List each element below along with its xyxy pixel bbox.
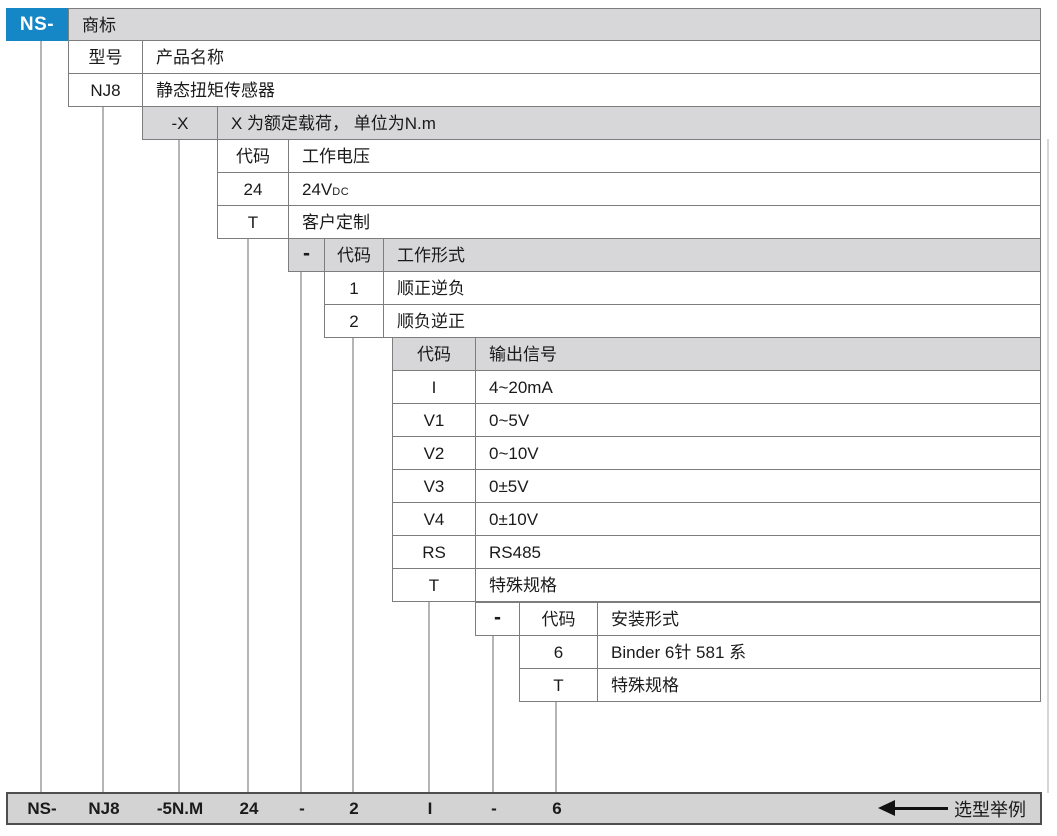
work-mode-dash-cell: - [288, 238, 325, 272]
output-signal-row-1-code: I [392, 370, 476, 404]
supply-voltage-subscript: DC [332, 185, 350, 198]
trademark-row-0-desc: 商标 [68, 8, 1041, 42]
output-signal-row-6-desc: RS485 [475, 535, 1041, 569]
arrow-line [894, 807, 948, 810]
example-code-segment: I [427, 798, 433, 818]
supply-voltage-row-2-desc: 客户定制 [288, 205, 1041, 239]
supply-voltage-row-0-code: 代码 [217, 139, 289, 173]
example-code-segment: - [491, 798, 497, 818]
mounting-row-1-desc: Binder 6针 581 系 [597, 635, 1041, 669]
output-signal-row-7-code: T [392, 568, 476, 602]
connector-line [300, 271, 302, 793]
output-signal-row-1-desc: 4~20mA [475, 370, 1041, 404]
mounting-dash-cell: - [475, 602, 520, 636]
mounting-row-2-code: T [519, 668, 598, 702]
connector-line [178, 139, 180, 793]
output-signal-row-6-code: RS [392, 535, 476, 569]
trademark-brand-code: NS- [6, 8, 68, 41]
output-signal-row-7-desc: 特殊规格 [475, 568, 1041, 602]
rated-load-row-0-desc: X 为额定载荷， 单位为N.m [217, 106, 1041, 140]
work-mode-row-1-code: 1 [324, 271, 384, 305]
model-row-0-desc: 产品名称 [142, 40, 1041, 74]
supply-voltage-row-2-code: T [217, 205, 289, 239]
right-border-line [1047, 139, 1049, 793]
example-code-segment: 2 [349, 798, 359, 818]
connector-line [555, 701, 557, 793]
work-mode-row-1-desc: 顺正逆负 [383, 271, 1041, 305]
example-code-segment: NJ8 [88, 798, 120, 818]
connector-line [428, 601, 430, 793]
model-row-1-code: NJ8 [68, 73, 143, 107]
mounting-row-2-desc: 特殊规格 [597, 668, 1041, 702]
example-code-segment: 24 [239, 798, 259, 818]
work-mode-row-0-desc: 工作形式 [383, 238, 1041, 272]
output-signal-row-3-desc: 0~10V [475, 436, 1041, 470]
left-arrow-icon [878, 800, 895, 816]
connector-line [102, 106, 104, 793]
example-code-segment: -5N.M [156, 798, 204, 818]
connector-line [492, 635, 494, 793]
model-row-1-desc: 静态扭矩传感器 [142, 73, 1041, 107]
output-signal-row-2-desc: 0~5V [475, 403, 1041, 437]
connector-line [247, 238, 249, 793]
example-code-bar: NS- NJ8 -5N.M 24 - 2 I - 6 选型举例 [6, 792, 1042, 825]
output-signal-row-5-code: V4 [392, 502, 476, 536]
work-mode-row-2-code: 2 [324, 304, 384, 338]
supply-voltage-row-1-code: 24 [217, 172, 289, 206]
work-mode-row-0-code: 代码 [324, 238, 384, 272]
connector-line [352, 337, 354, 793]
output-signal-row-0-code: 代码 [392, 337, 476, 371]
supply-voltage-row-1-desc: 24V DC [288, 172, 1041, 206]
output-signal-row-3-code: V2 [392, 436, 476, 470]
supply-voltage-row-0-desc: 工作电压 [288, 139, 1041, 173]
output-signal-row-0-desc: 输出信号 [475, 337, 1041, 371]
output-signal-row-4-desc: 0±5V [475, 469, 1041, 503]
example-code-segment: NS- [27, 798, 57, 818]
output-signal-row-4-code: V3 [392, 469, 476, 503]
output-signal-row-5-desc: 0±10V [475, 502, 1041, 536]
mounting-row-0-code: 代码 [519, 602, 598, 636]
output-signal-row-2-code: V1 [392, 403, 476, 437]
model-row-0-code: 型号 [68, 40, 143, 74]
connector-line [40, 40, 42, 793]
example-label: 选型举例 [954, 799, 1026, 820]
mounting-row-1-code: 6 [519, 635, 598, 669]
example-code-segment: - [299, 798, 305, 818]
work-mode-row-2-desc: 顺负逆正 [383, 304, 1041, 338]
rated-load-row-0-code: -X [142, 106, 218, 140]
mounting-row-0-desc: 安装形式 [597, 602, 1041, 636]
example-code-segment: 6 [552, 798, 562, 818]
